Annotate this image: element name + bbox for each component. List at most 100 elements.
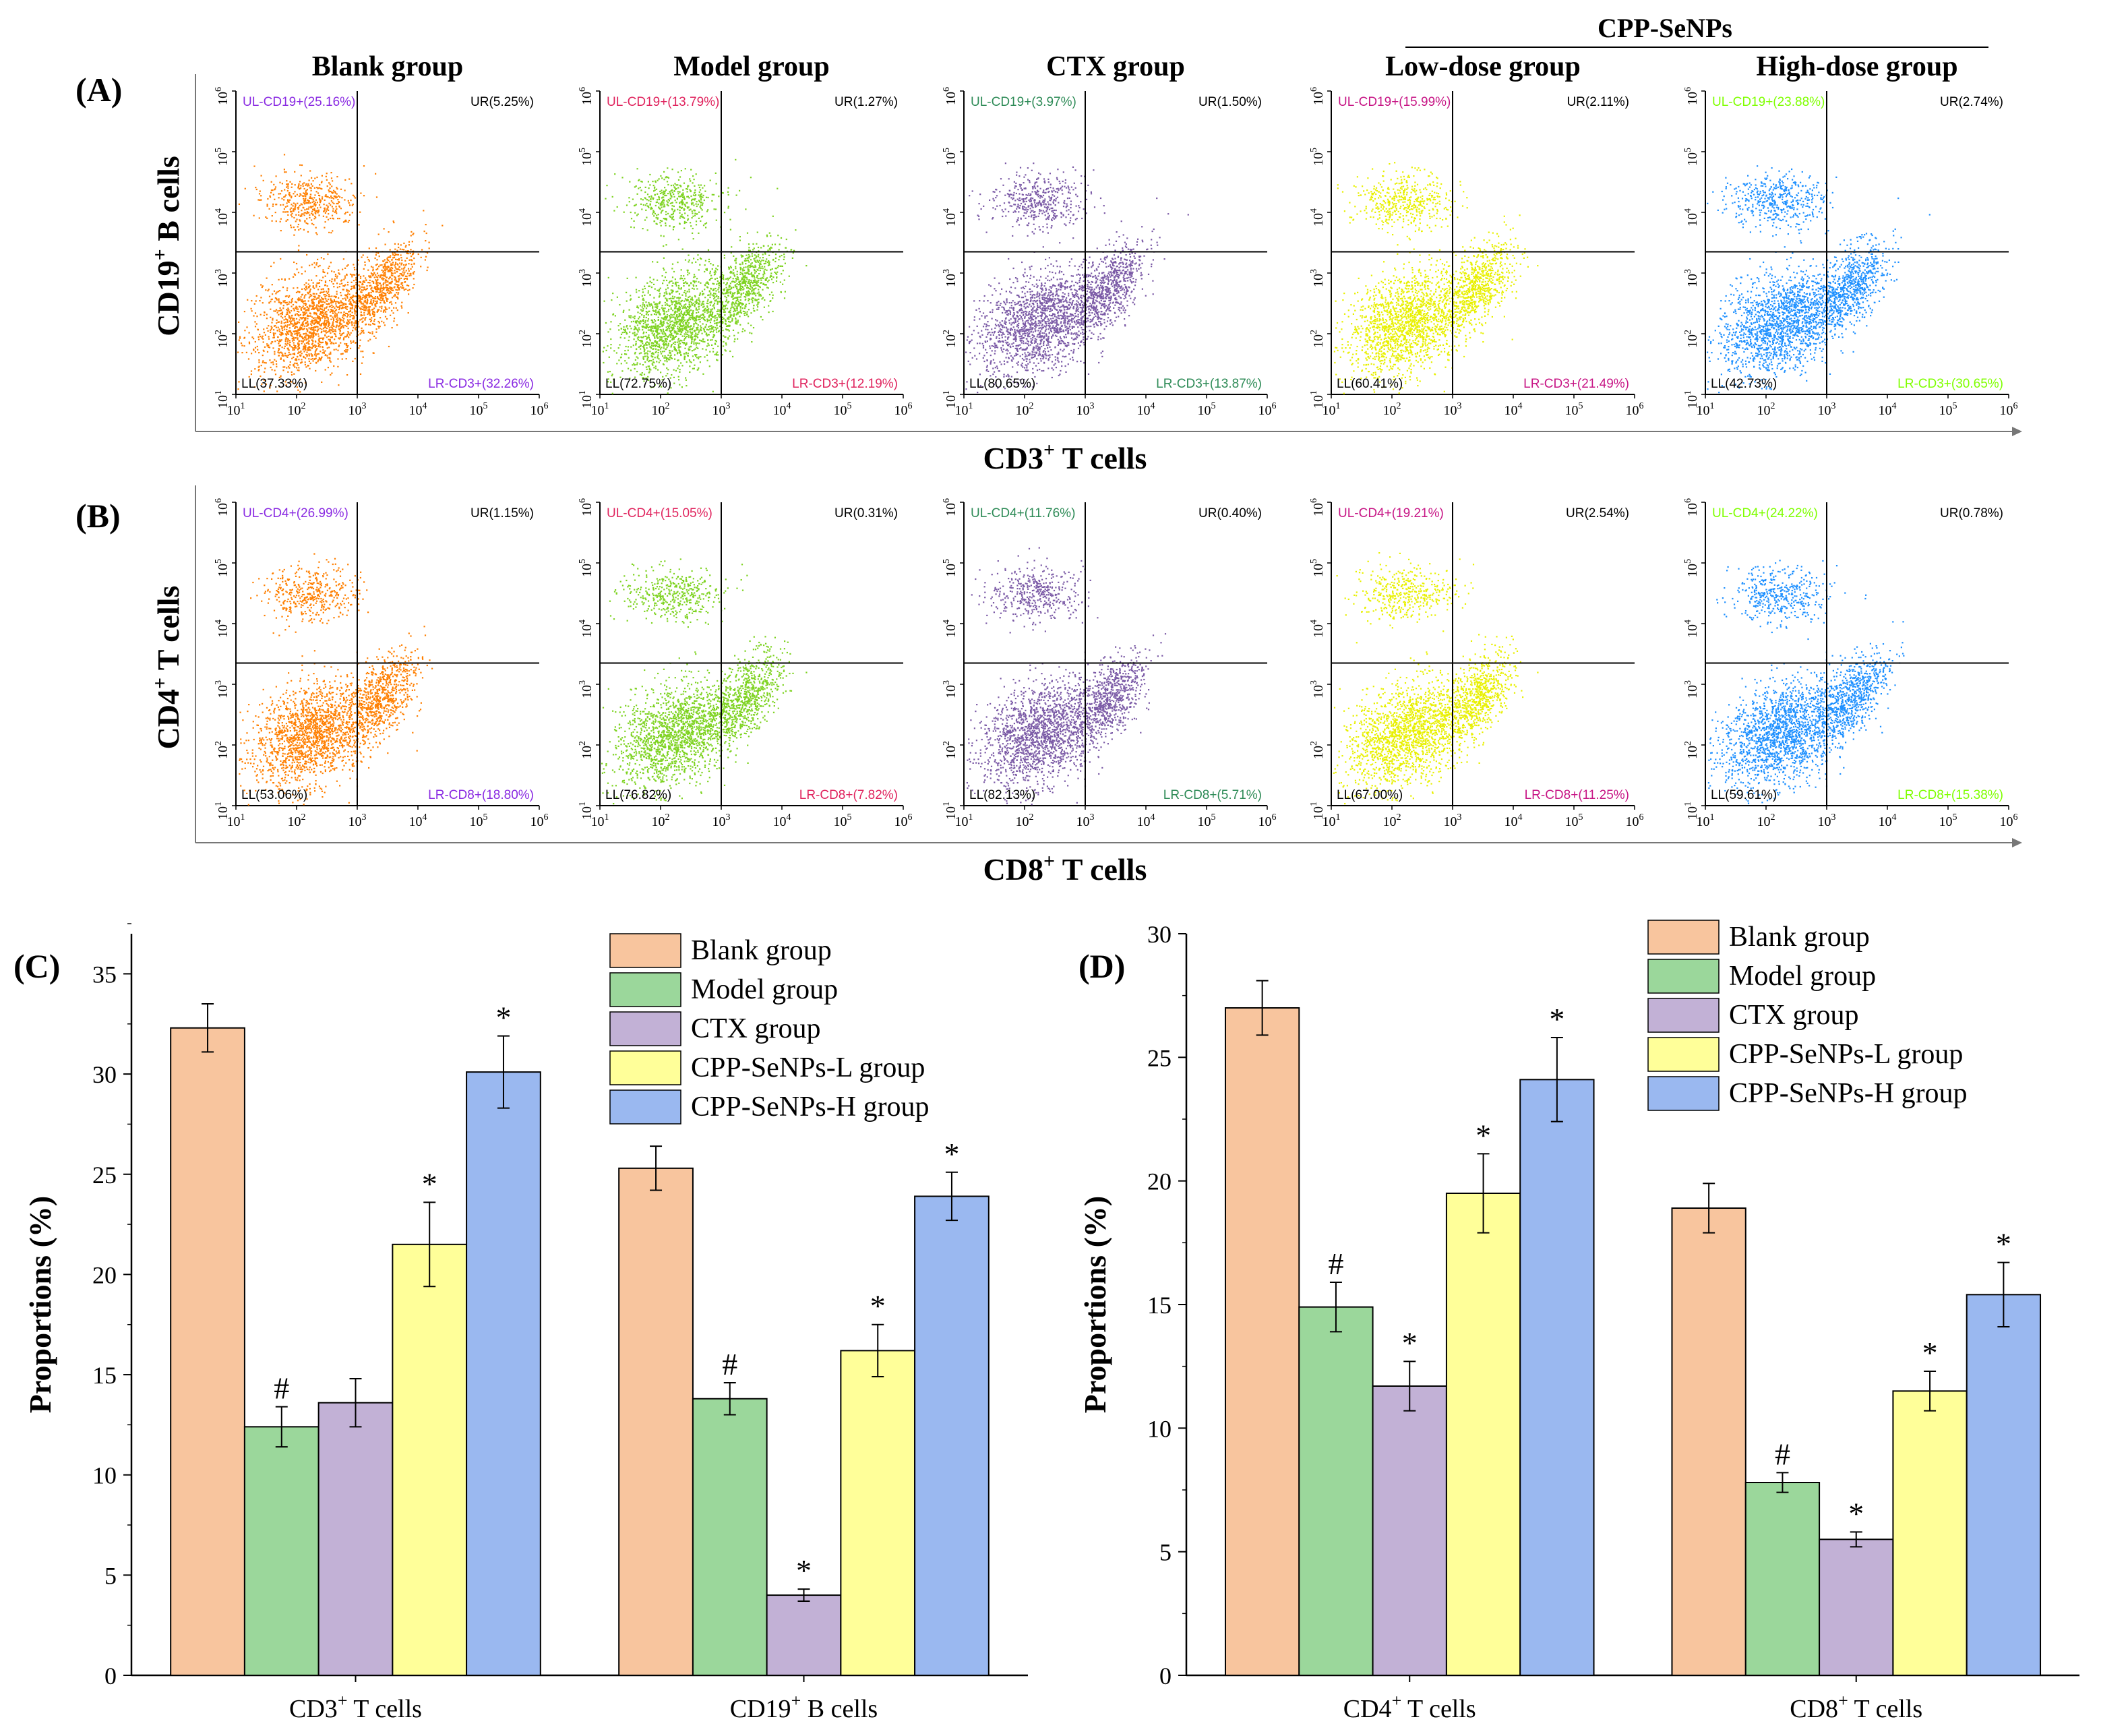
scatter-dot [692,313,694,315]
scatter-dot [304,325,306,327]
scatter-dot [647,206,649,208]
scatter-dot [641,208,643,210]
scatter-dot [665,194,667,197]
scatter-dot [667,369,669,371]
scatter-dot [692,280,694,282]
scatter-dot [346,308,348,310]
scatter-dot [688,289,690,291]
scatter-dot [611,392,613,394]
scatter-dot [663,295,665,297]
scatter-dot [400,283,402,285]
scatter-dot [297,226,299,228]
scatter-dot [344,297,346,299]
scatter-dot [673,382,675,384]
scatter-dot [398,279,400,281]
scatter-dot [409,252,411,255]
scatter-dot [686,319,688,321]
scatter-dot [313,298,315,301]
scatter-dot [315,361,317,363]
scatter-dot [382,292,384,294]
scatter-dot [316,210,318,212]
scatter-dot [674,304,676,306]
scatter-dot [646,338,648,340]
scatter-dot [307,293,309,295]
scatter-dot [336,324,338,326]
scatter-dot [341,304,343,306]
scatter-dot [329,315,332,317]
scatter-dot [659,345,661,347]
scatter-dot [394,254,396,256]
scatter-dot [310,323,312,325]
scatter-dot [297,299,299,301]
scatter-dot [712,305,714,307]
scatter-dot [707,334,709,336]
scatter-dot [642,199,644,201]
scatter-dot [371,296,373,298]
scatter-dot [327,357,329,359]
scatter-dot [346,334,348,336]
scatter-dot [395,279,397,281]
scatter-dot [688,197,690,199]
scatter-dot [647,376,649,378]
scatter-dot [336,317,338,319]
scatter-dot [671,202,673,204]
scatter-dot [296,193,298,196]
scatter-dot [308,297,310,299]
scatter-dot [669,293,671,295]
scatter-dot [657,217,659,219]
scatter-dot [319,328,321,330]
scatter-dot [641,310,643,312]
scatter-dot [412,233,414,236]
scatter-dot [372,270,374,272]
scatter-dot [691,328,693,330]
scatter-dot [265,362,267,364]
scatter-dot [658,202,660,204]
scatter-dot [688,359,690,361]
scatter-dot [391,327,393,329]
scatter-dot [671,301,673,303]
scatter-dot [285,313,287,316]
scatter-dot [696,201,698,203]
scatter-dot [350,288,352,291]
scatter-dot [294,337,296,339]
scatter-dot [265,289,267,291]
scatter-dot [303,333,305,335]
scatter-dot [406,278,408,280]
scatter-dot [276,299,278,301]
scatter-dot [645,209,647,211]
scatter-dot [683,227,686,229]
scatter-dot [652,213,654,215]
scatter-dot [398,268,400,270]
scatter-dot [679,371,681,373]
scatter-dot [652,185,655,187]
scatter-dot [316,262,318,264]
scatter-dot [661,210,663,212]
scatter-dot [308,355,310,357]
scatter-dot [667,212,669,214]
scatter-dot [335,305,337,307]
scatter-dot [326,179,328,181]
scatter-dot [285,336,287,338]
scatter-dot [394,243,396,245]
scatter-dot [667,373,669,375]
scatter-dot [647,320,649,322]
scatter-dot [677,297,679,299]
scatter-dot [712,316,715,318]
scatter-dot [283,347,285,349]
scatter-dot [259,199,261,201]
scatter-dot [384,311,387,313]
y-tick-label: 103 [214,269,231,287]
scatter-dot [404,278,406,280]
scatter-dot [311,332,313,334]
scatter-dot [633,338,635,340]
scatter-dot [303,346,305,348]
scatter-dot [311,219,313,221]
scatter-dot [659,321,662,323]
scatter-dot [317,207,319,209]
scatter-dot [688,209,690,211]
scatter-dot [663,342,665,345]
scatter-dot [745,280,747,282]
scatter-dot [307,199,309,201]
scatter-dot [650,328,652,330]
